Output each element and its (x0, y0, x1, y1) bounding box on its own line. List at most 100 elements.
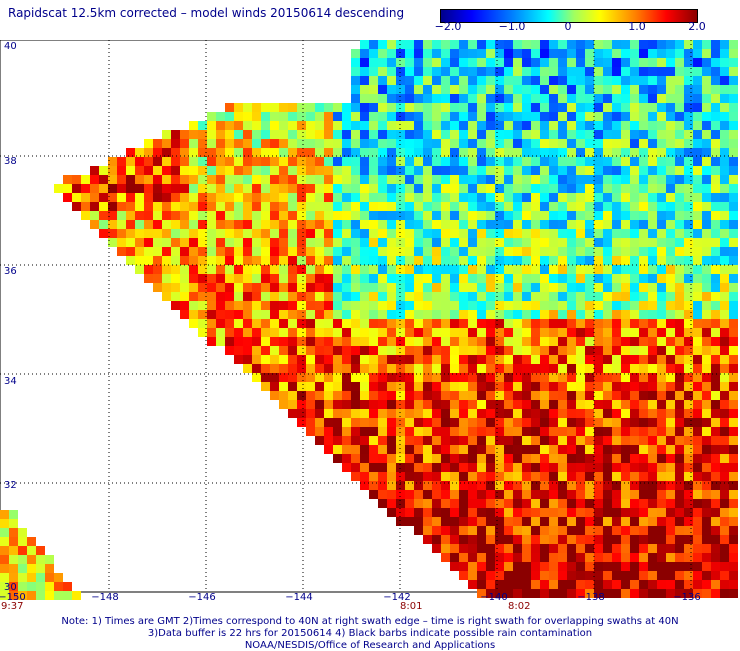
wind-cell (558, 382, 567, 391)
wind-cell (378, 157, 387, 166)
wind-cell (225, 247, 234, 256)
wind-cell (477, 130, 486, 139)
wind-cell (486, 391, 495, 400)
wind-cell (540, 454, 549, 463)
wind-cell (342, 292, 351, 301)
wind-cell (324, 130, 333, 139)
wind-cell (297, 418, 306, 427)
wind-cell (531, 463, 540, 472)
wind-cell (549, 472, 558, 481)
wind-cell (558, 247, 567, 256)
wind-cell (153, 148, 162, 157)
wind-cell (702, 157, 711, 166)
wind-cell (216, 130, 225, 139)
wind-cell (495, 175, 504, 184)
wind-cell (639, 283, 648, 292)
wind-cell (441, 238, 450, 247)
wind-cell (504, 220, 513, 229)
wind-cell (180, 247, 189, 256)
wind-cell (711, 121, 720, 130)
wind-cell (666, 454, 675, 463)
wind-cell (423, 112, 432, 121)
wind-cell (693, 346, 702, 355)
wind-cell (720, 400, 729, 409)
wind-cell (612, 508, 621, 517)
wind-cell (432, 112, 441, 121)
wind-cell (693, 202, 702, 211)
wind-cell (414, 139, 423, 148)
wind-cell (378, 418, 387, 427)
wind-cell (585, 58, 594, 67)
wind-cell (540, 499, 549, 508)
wind-cell (630, 319, 639, 328)
wind-cell (702, 526, 711, 535)
wind-cell (333, 382, 342, 391)
wind-cell (333, 283, 342, 292)
wind-cell (639, 526, 648, 535)
wind-cell (108, 157, 117, 166)
wind-cell (387, 247, 396, 256)
wind-cell (279, 220, 288, 229)
wind-cell (342, 211, 351, 220)
wind-cell (216, 292, 225, 301)
wind-cell (441, 157, 450, 166)
wind-cell (432, 364, 441, 373)
wind-cell (396, 247, 405, 256)
wind-cell (549, 445, 558, 454)
wind-cell (342, 454, 351, 463)
wind-cell (297, 148, 306, 157)
wind-cell (441, 319, 450, 328)
wind-cell (270, 265, 279, 274)
wind-cell (576, 535, 585, 544)
wind-cell (558, 517, 567, 526)
wind-cell (324, 265, 333, 274)
wind-cell (414, 130, 423, 139)
wind-cell (369, 319, 378, 328)
wind-cell (504, 139, 513, 148)
wind-cell (414, 265, 423, 274)
wind-cell (450, 292, 459, 301)
wind-cell (279, 193, 288, 202)
wind-cell (477, 265, 486, 274)
wind-cell (171, 229, 180, 238)
wind-cell (594, 211, 603, 220)
wind-cell (495, 238, 504, 247)
wind-cell (549, 391, 558, 400)
wind-cell (729, 355, 738, 364)
wind-cell (567, 319, 576, 328)
wind-cell (594, 103, 603, 112)
wind-cell (549, 562, 558, 571)
wind-cell (486, 472, 495, 481)
wind-cell (459, 49, 468, 58)
wind-cell (549, 418, 558, 427)
wind-cell (432, 436, 441, 445)
wind-cell (612, 427, 621, 436)
wind-cell (558, 283, 567, 292)
wind-cell (639, 94, 648, 103)
wind-cell (387, 337, 396, 346)
wind-cell (639, 121, 648, 130)
wind-cell (567, 418, 576, 427)
wind-cell (261, 256, 270, 265)
wind-cell (522, 589, 531, 598)
wind-cell (432, 283, 441, 292)
wind-cell (459, 445, 468, 454)
wind-cell (585, 166, 594, 175)
wind-cell (531, 355, 540, 364)
wind-cell (360, 103, 369, 112)
wind-cell (459, 166, 468, 175)
wind-cell (477, 526, 486, 535)
wind-cell (693, 274, 702, 283)
wind-cell (486, 445, 495, 454)
wind-cell (513, 382, 522, 391)
wind-cell (405, 301, 414, 310)
wind-cell (432, 472, 441, 481)
wind-cell (324, 220, 333, 229)
wind-cell (531, 544, 540, 553)
wind-cell (198, 166, 207, 175)
wind-cell (360, 202, 369, 211)
wind-cell (459, 571, 468, 580)
wind-cell (522, 166, 531, 175)
wind-cell (648, 139, 657, 148)
wind-cell (207, 238, 216, 247)
